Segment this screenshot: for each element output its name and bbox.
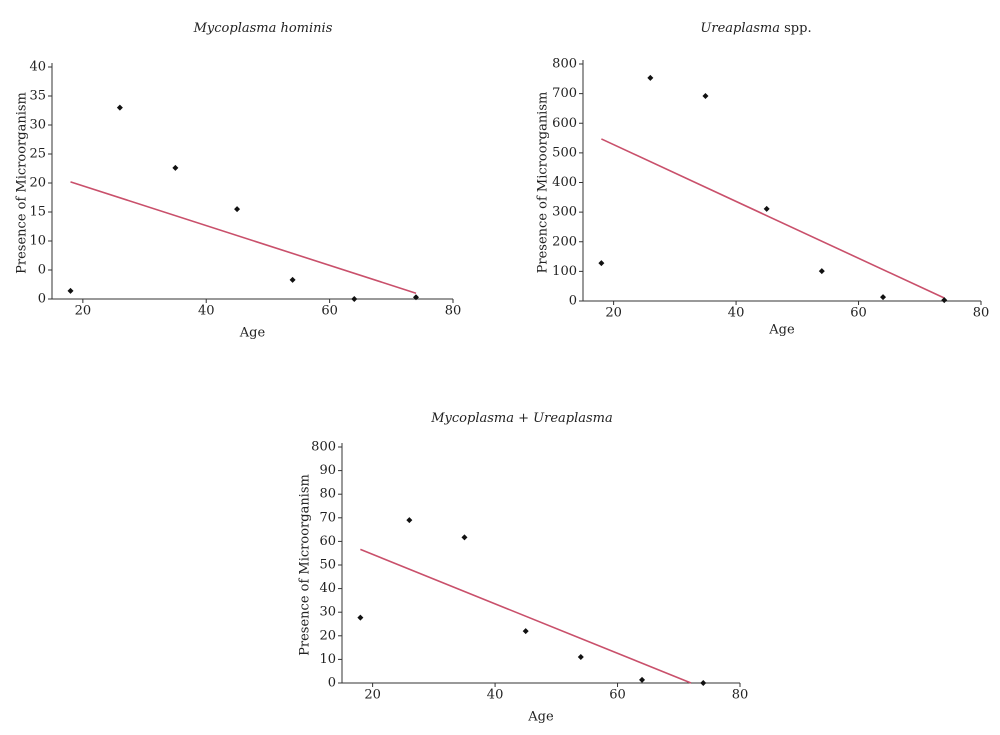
x-axis-label: Age — [768, 323, 795, 338]
y-tick-label: 0 — [569, 294, 577, 309]
data-point — [880, 294, 887, 301]
data-point — [289, 276, 296, 283]
y-tick-label: 600 — [552, 116, 577, 131]
data-point — [172, 164, 179, 171]
title-part: spp. — [780, 21, 812, 36]
y-tick-label: 30 — [319, 605, 336, 620]
y-tick-label: 80 — [319, 487, 336, 502]
y-tick-label: 40 — [29, 60, 46, 75]
title-part: Ureaplasma — [533, 411, 613, 426]
y-tick-label: 40 — [319, 581, 336, 596]
title-part: + — [514, 411, 533, 426]
y-tick-label: 25 — [29, 147, 46, 162]
y-tick-label: 0 — [38, 263, 46, 278]
data-point — [818, 268, 825, 275]
data-point — [116, 104, 123, 111]
chart-title: Mycoplasma hominis — [193, 21, 333, 36]
x-tick-label: 40 — [487, 688, 504, 703]
x-tick-label: 20 — [364, 688, 381, 703]
y-axis-label: Presence of Microorganism — [298, 474, 313, 656]
data-point — [412, 294, 419, 301]
data-point — [763, 205, 770, 212]
y-tick-label: 300 — [552, 205, 577, 220]
y-tick-label: 15 — [29, 205, 46, 220]
y-tick-label: 400 — [552, 175, 577, 190]
title-part: Ureaplasma — [700, 21, 780, 36]
y-tick-label: 0 — [328, 676, 336, 691]
y-tick-label: 700 — [552, 86, 577, 101]
data-point — [522, 628, 529, 635]
data-point — [647, 74, 654, 81]
data-point — [234, 206, 241, 213]
x-axis-label: Age — [239, 326, 266, 341]
y-tick-label: 50 — [319, 558, 336, 573]
y-axis-label: Presence of Microorganism — [15, 92, 30, 274]
y-tick-label: 30 — [29, 118, 46, 133]
data-point — [941, 297, 948, 304]
trendline — [601, 138, 945, 299]
x-tick-label: 80 — [732, 688, 749, 703]
x-tick-label: 20 — [605, 306, 622, 321]
y-tick-label: 70 — [319, 510, 336, 525]
y-tick-label: 10 — [319, 652, 336, 667]
x-axis-label: Age — [527, 710, 554, 725]
y-tick-label: 10 — [29, 234, 46, 249]
trendline — [360, 548, 692, 684]
data-point — [461, 534, 468, 541]
data-point — [67, 287, 74, 294]
x-tick-label: 80 — [445, 304, 462, 319]
data-point — [700, 680, 707, 686]
trendline — [70, 181, 417, 294]
data-point — [406, 517, 413, 524]
y-tick-label: 800 — [552, 57, 577, 72]
x-tick-label: 80 — [973, 306, 990, 321]
chart-title: Mycoplasma + Ureaplasma — [430, 411, 613, 426]
x-tick-label: 20 — [75, 304, 92, 319]
data-point — [702, 92, 709, 99]
title-part: Mycoplasma hominis — [193, 21, 333, 36]
chart-title: Ureaplasma spp. — [700, 21, 811, 36]
y-tick-label: 500 — [552, 145, 577, 160]
data-point — [639, 676, 646, 683]
x-tick-label: 40 — [198, 304, 215, 319]
y-tick-label: 100 — [552, 264, 577, 279]
data-point — [351, 296, 358, 302]
y-tick-label: 20 — [319, 628, 336, 643]
x-tick-label: 40 — [728, 306, 745, 321]
y-tick-label: 35 — [29, 89, 46, 104]
title-part: Mycoplasma — [430, 411, 514, 426]
data-point — [577, 654, 584, 661]
y-tick-label: 0 — [38, 292, 46, 307]
data-point — [357, 614, 364, 621]
x-tick-label: 60 — [609, 688, 626, 703]
y-axis-label: Presence of Microorganism — [536, 92, 551, 274]
x-tick-label: 60 — [321, 304, 338, 319]
data-point — [598, 260, 605, 267]
y-tick-label: 20 — [29, 176, 46, 191]
y-tick-label: 90 — [319, 463, 336, 478]
y-tick-label: 200 — [552, 234, 577, 249]
y-tick-label: 60 — [319, 534, 336, 549]
x-tick-label: 60 — [850, 306, 867, 321]
y-tick-label: 800 — [311, 440, 336, 455]
